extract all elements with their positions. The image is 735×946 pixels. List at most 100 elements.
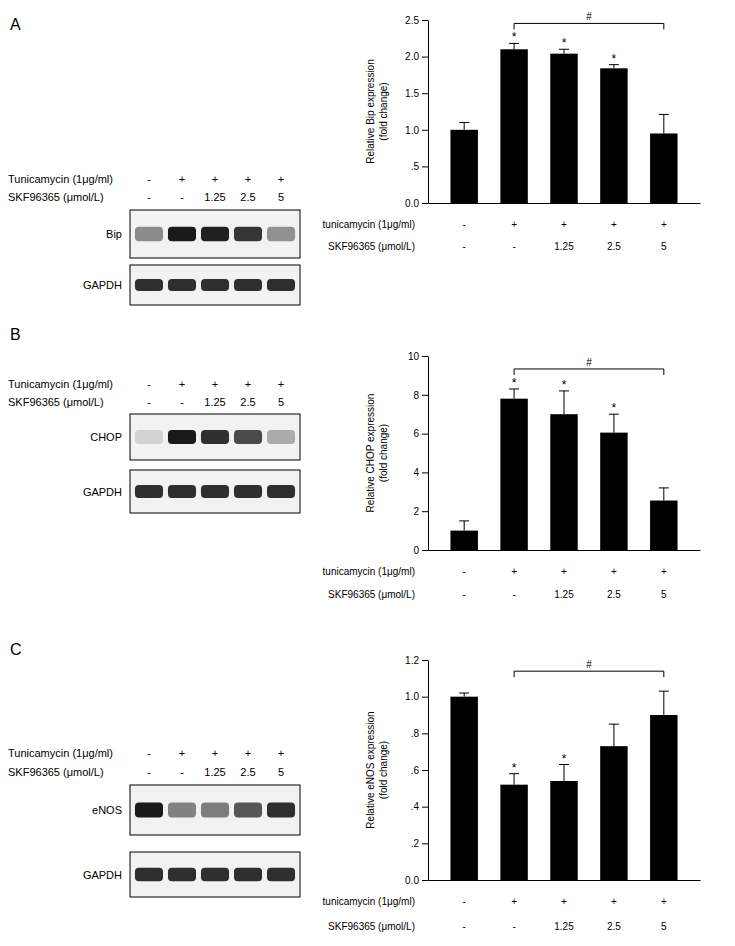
blot-band xyxy=(201,868,229,882)
blot-treatment-value: - xyxy=(180,396,184,408)
treatment-value: + xyxy=(611,896,617,907)
band-label: GAPDH xyxy=(83,869,122,881)
band-label: eNOS xyxy=(92,804,122,816)
blot-treatment-value: - xyxy=(180,766,184,778)
y-axis-title: Relative CHOP expression(fold change) xyxy=(365,394,389,513)
blot-band xyxy=(168,803,196,818)
error-stem xyxy=(564,765,565,782)
tick-mark xyxy=(422,770,428,771)
tick-label: 6 xyxy=(413,428,419,439)
blot-treatment-value: + xyxy=(179,747,185,759)
error-stem xyxy=(514,389,515,399)
error-cap xyxy=(609,724,619,725)
bar xyxy=(500,399,527,550)
treatment-label: tunicamycin (1μg/ml) xyxy=(323,896,415,907)
band-label: CHOP xyxy=(90,431,122,443)
error-bar xyxy=(559,391,569,414)
error-stem xyxy=(663,691,664,715)
error-stem xyxy=(564,391,565,414)
panel: C0.0.2.4.6.81.01.2Relative eNOS expressi… xyxy=(8,641,701,932)
error-stem xyxy=(464,122,465,129)
error-bar xyxy=(609,414,619,432)
blot-treatment-value: + xyxy=(212,747,218,759)
tick-mark xyxy=(422,660,428,661)
axis-line xyxy=(428,357,429,551)
tick-mark xyxy=(422,434,428,435)
significance-mark: * xyxy=(562,36,567,50)
blot-treatment-value: - xyxy=(147,396,151,408)
tick-mark xyxy=(422,356,428,357)
blot-treatment-value: - xyxy=(180,191,184,203)
blot-band xyxy=(135,803,163,818)
panel: B0246810Relative CHOP expression(fold ch… xyxy=(8,326,701,600)
blot-band xyxy=(135,227,163,241)
y-tick: 1.0 xyxy=(405,125,428,136)
bar xyxy=(450,697,477,880)
error-stem xyxy=(663,114,664,133)
blot-treatment-value: 2.5 xyxy=(240,191,255,203)
significance-mark: * xyxy=(612,52,617,66)
error-bar xyxy=(609,724,619,746)
y-tick: 0.0 xyxy=(405,875,428,886)
treatment-value: 1.25 xyxy=(554,921,574,932)
blot-treatment-value: 1.25 xyxy=(204,396,225,408)
blot-treatment-value: - xyxy=(147,191,151,203)
blot-band xyxy=(201,227,229,241)
tick-label: 8 xyxy=(413,390,419,401)
treatment-value: 2.5 xyxy=(607,589,621,600)
significance-mark: * xyxy=(562,752,567,766)
blot-treatment-value: + xyxy=(278,747,284,759)
comparison-bracket xyxy=(514,369,664,375)
bar xyxy=(450,130,477,203)
treatment-value: + xyxy=(511,219,517,230)
tick-label: 1.5 xyxy=(405,88,419,99)
y-tick: 2 xyxy=(413,506,428,517)
blot-treatment-value: + xyxy=(179,173,185,185)
blot-frame xyxy=(130,785,300,835)
treatment-value: - xyxy=(463,589,466,600)
tick-mark xyxy=(422,20,428,21)
y-tick: .6 xyxy=(411,765,428,776)
bar xyxy=(550,781,577,880)
tick-label: .2 xyxy=(411,838,420,849)
blot-treatment-value: - xyxy=(147,173,151,185)
treatment-value: 1.25 xyxy=(554,241,574,252)
y-axis: 0.0.51.01.52.02.5 xyxy=(405,15,428,209)
treatment-value: + xyxy=(511,896,517,907)
axis-line xyxy=(429,203,701,204)
treatment-value: + xyxy=(611,219,617,230)
y-tick: 1.0 xyxy=(405,691,428,702)
y-axis-title: Relative Bip expression(fold change) xyxy=(365,59,389,164)
tick-label: .5 xyxy=(411,161,420,172)
blot-band xyxy=(267,485,295,498)
blot-frame xyxy=(130,265,300,305)
treatment-value: + xyxy=(511,566,517,577)
bar xyxy=(650,715,677,880)
tick-label: 0.0 xyxy=(405,875,419,886)
blot-treatment-value: - xyxy=(147,378,151,390)
bar xyxy=(600,433,627,550)
x-axis xyxy=(429,550,701,552)
y-axis-title: Relative eNOS expression(fold change) xyxy=(365,711,389,828)
bar xyxy=(600,68,627,203)
bar xyxy=(650,501,677,550)
error-stem xyxy=(464,521,465,531)
tick-mark xyxy=(422,807,428,808)
blot-band xyxy=(234,279,262,291)
blot-treatment-value: + xyxy=(245,378,251,390)
error-cap xyxy=(459,520,469,521)
tick-label: .4 xyxy=(411,801,420,812)
treatment-value: + xyxy=(561,896,567,907)
blot-band xyxy=(135,485,163,498)
tick-mark xyxy=(422,843,428,844)
blot-treatment-value: 2.5 xyxy=(240,766,255,778)
treatment-value: + xyxy=(561,566,567,577)
blot-treatment-value: - xyxy=(147,747,151,759)
treatment-value: + xyxy=(661,566,667,577)
error-cap xyxy=(659,691,669,692)
y-axis: 0246810 xyxy=(408,351,429,556)
treatment-value: 5 xyxy=(661,241,667,252)
tick-label: 1.2 xyxy=(405,655,419,666)
tick-mark xyxy=(422,472,428,473)
tick-label: 4 xyxy=(413,467,419,478)
